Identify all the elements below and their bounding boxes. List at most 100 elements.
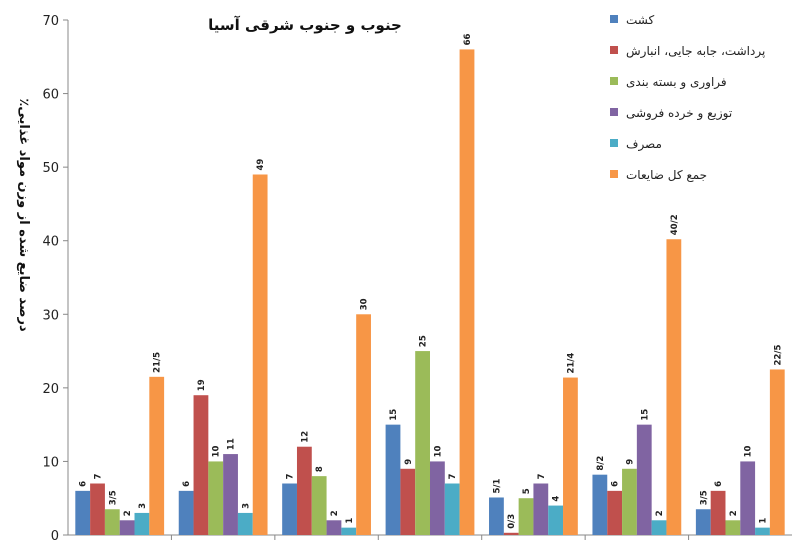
data-label: 6 bbox=[182, 481, 192, 487]
y-tick-label: 70 bbox=[42, 14, 59, 29]
legend-label: کشت bbox=[626, 13, 654, 27]
bar bbox=[459, 49, 475, 536]
bar bbox=[666, 239, 682, 535]
data-label: 1 bbox=[345, 518, 355, 524]
bar bbox=[296, 446, 312, 535]
chart-title: جنوب و جنوب شرقی آسیا bbox=[208, 16, 402, 34]
bar bbox=[769, 369, 785, 535]
data-label: 9 bbox=[625, 459, 635, 465]
bar bbox=[75, 490, 91, 535]
bar bbox=[237, 512, 253, 535]
data-label: 7 bbox=[94, 474, 104, 480]
bar bbox=[636, 424, 652, 535]
data-label: 6 bbox=[611, 481, 621, 487]
bar bbox=[149, 376, 165, 535]
data-label: 49 bbox=[256, 159, 266, 171]
data-label: 5 bbox=[522, 488, 532, 494]
y-tick-label: 10 bbox=[42, 455, 59, 470]
data-label: 21/4 bbox=[566, 353, 576, 374]
data-label: 10 bbox=[744, 446, 754, 458]
legend-swatch bbox=[610, 108, 618, 116]
data-label: 11 bbox=[227, 438, 237, 450]
legend-label: مصرف bbox=[626, 137, 662, 152]
bar bbox=[208, 461, 224, 535]
bar bbox=[518, 498, 534, 535]
data-label: 30 bbox=[360, 298, 370, 310]
data-label: 7 bbox=[286, 474, 296, 480]
data-label: 3/5 bbox=[699, 490, 709, 505]
y-tick-label: 40 bbox=[42, 235, 59, 250]
y-axis-label: درصد ضایع شده از وزن مواد غذایی٪ bbox=[16, 98, 31, 332]
legend-swatch bbox=[610, 46, 618, 54]
bar bbox=[725, 520, 741, 535]
legend-label: پرداشت، جابه جایی، انبارش bbox=[626, 44, 765, 59]
y-tick-label: 50 bbox=[42, 161, 59, 176]
bar bbox=[755, 527, 770, 535]
data-label: 1 bbox=[758, 518, 768, 524]
legend-label: جمع کل ضایعات bbox=[626, 168, 707, 182]
data-label: 15 bbox=[640, 409, 650, 421]
bar bbox=[415, 351, 430, 535]
bar bbox=[193, 395, 209, 535]
bar bbox=[400, 468, 416, 535]
bar bbox=[740, 461, 756, 535]
legend-swatch bbox=[610, 77, 618, 85]
bar bbox=[444, 483, 460, 535]
bar bbox=[622, 468, 637, 535]
y-tick-label: 60 bbox=[42, 88, 59, 103]
bar bbox=[223, 454, 238, 535]
bar bbox=[104, 509, 120, 535]
bar bbox=[503, 532, 519, 535]
legend-label: فراوری و بسته بندی bbox=[626, 75, 727, 90]
legend-swatch bbox=[610, 139, 618, 147]
data-label: 3 bbox=[138, 503, 148, 509]
data-label: 2 bbox=[330, 510, 340, 516]
y-tick-label: 20 bbox=[42, 382, 59, 397]
data-label: 10 bbox=[433, 446, 443, 458]
bar bbox=[252, 174, 268, 535]
bar bbox=[311, 476, 327, 535]
bar bbox=[119, 520, 135, 535]
data-label: 6 bbox=[79, 481, 89, 487]
bar bbox=[282, 483, 297, 535]
data-label: 3 bbox=[241, 503, 251, 509]
data-label: 4 bbox=[552, 496, 562, 502]
data-label: 21/5 bbox=[153, 352, 163, 373]
data-label: 6 bbox=[714, 481, 724, 487]
data-label: 22/5 bbox=[773, 345, 783, 366]
bar bbox=[548, 505, 564, 535]
bar bbox=[326, 520, 342, 535]
data-label: 25 bbox=[419, 335, 429, 347]
data-label: 7 bbox=[537, 474, 547, 480]
data-label: 19 bbox=[197, 379, 207, 391]
bar bbox=[695, 509, 711, 535]
data-label: 7 bbox=[448, 474, 458, 480]
bar bbox=[489, 497, 504, 535]
bar bbox=[710, 490, 726, 535]
bar bbox=[90, 483, 105, 535]
data-label: 15 bbox=[389, 409, 399, 421]
bar bbox=[178, 490, 194, 535]
data-label: 3/5 bbox=[108, 490, 118, 505]
legend-swatch bbox=[610, 170, 618, 178]
data-label: 40/2 bbox=[670, 214, 680, 235]
y-tick-label: 0 bbox=[51, 529, 59, 544]
y-tick-label: 30 bbox=[42, 308, 59, 323]
bar bbox=[607, 490, 623, 535]
bar bbox=[385, 424, 401, 535]
legend-label: توزیع و خرده فروشی bbox=[626, 106, 732, 121]
legend: کشت پرداشت، جابه جایی، انبارش فراوری و بست… bbox=[610, 13, 765, 182]
bar bbox=[651, 520, 667, 535]
data-label: 9 bbox=[404, 459, 414, 465]
data-label: 12 bbox=[300, 431, 310, 443]
data-label: 2 bbox=[123, 510, 133, 516]
data-label: 8/2 bbox=[596, 456, 606, 471]
data-label: 66 bbox=[463, 34, 473, 46]
bar bbox=[430, 461, 445, 535]
data-label: 5/1 bbox=[492, 478, 502, 493]
data-label: 0/3 bbox=[507, 514, 517, 529]
data-label: 2 bbox=[729, 510, 739, 516]
bar bbox=[356, 314, 371, 535]
